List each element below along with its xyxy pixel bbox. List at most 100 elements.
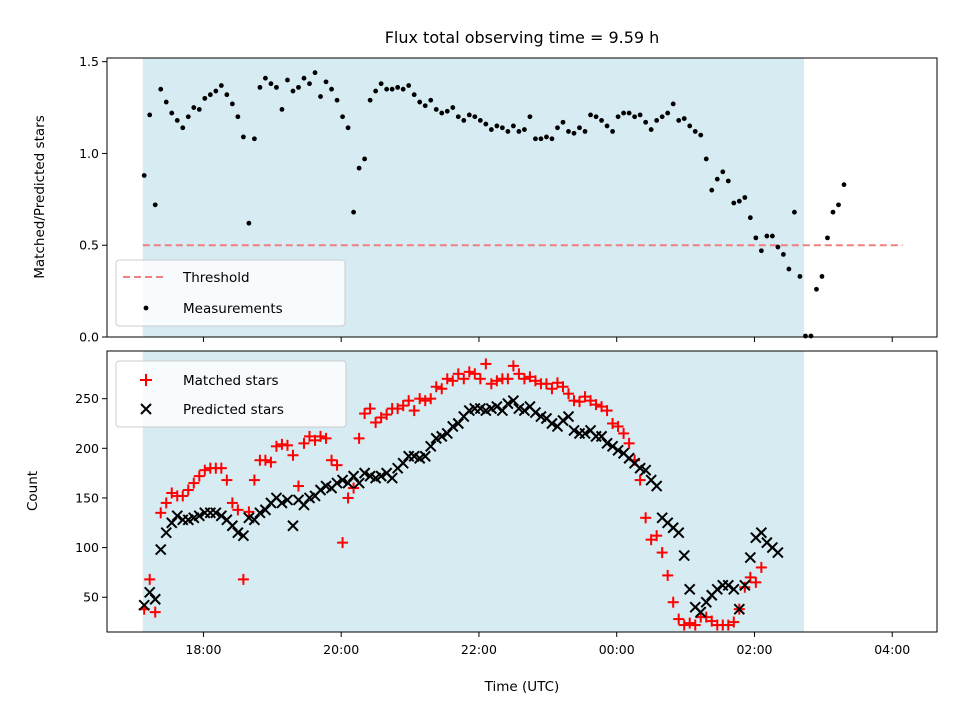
measurement-point <box>384 86 390 92</box>
measurement-point <box>433 106 439 112</box>
predicted-star-point <box>259 504 272 516</box>
top-panel: 0.0 0.5 1.0 1.5 Flux total observing time =… <box>32 28 938 345</box>
top-y-axis-label: Matched/Predicted stars <box>32 115 48 278</box>
predicted-star-point <box>436 430 448 443</box>
predicted-star-point <box>419 450 431 462</box>
measurement-point <box>604 123 610 129</box>
matched-star-point <box>579 391 591 403</box>
predicted-star-point <box>155 543 167 556</box>
measurement-point <box>819 274 825 279</box>
predicted-star-point <box>386 472 398 484</box>
predicted-star-point <box>397 457 409 469</box>
matched-star-point <box>513 368 525 380</box>
matched-star-point <box>419 395 431 407</box>
matched-star-point <box>755 561 767 573</box>
matched-star-point <box>458 373 470 385</box>
matched-star-point <box>199 464 211 476</box>
measurement-point <box>345 125 351 131</box>
measurement-point <box>290 88 296 94</box>
predicted-star-point <box>722 579 735 592</box>
measurement-point <box>742 195 748 200</box>
measurement-point <box>334 97 340 103</box>
predicted-star-point <box>226 520 239 532</box>
matched-star-point <box>397 400 409 412</box>
measurement-point <box>191 105 197 110</box>
measurement-point <box>356 165 362 171</box>
predicted-star-point <box>639 464 652 476</box>
matched-star-point <box>722 619 734 631</box>
matched-star-point <box>160 497 172 509</box>
measurement-point <box>830 209 836 215</box>
matched-star-point <box>166 487 178 499</box>
measurement-point <box>637 112 643 118</box>
matched-star-point <box>596 401 608 413</box>
predicted-star-point <box>711 583 723 596</box>
measurement-point <box>709 187 715 193</box>
matched-star-point <box>309 434 321 446</box>
bottom-x-tick-label: 04:00 <box>874 642 910 657</box>
measurement-point <box>582 129 588 134</box>
measurement-point <box>312 70 318 76</box>
measurement-point <box>477 118 483 123</box>
matched-star-point <box>414 393 426 405</box>
predicted-star-point <box>447 420 459 433</box>
predicted-star-point <box>254 507 266 519</box>
matched-star-point <box>226 497 238 509</box>
matched-star-point <box>750 576 762 588</box>
predicted-star-point <box>331 477 343 489</box>
predicted-star-point <box>744 551 757 564</box>
matched-star-point <box>149 606 161 618</box>
matched-star-point <box>678 619 690 631</box>
measurement-point <box>516 129 522 134</box>
measurement-point <box>703 156 709 162</box>
matched-star-point <box>430 381 442 393</box>
predicted-star-point <box>248 514 261 526</box>
matched-star-point <box>612 420 624 432</box>
legend-matched-label: Matched stars <box>183 373 279 389</box>
measurement-point <box>483 121 489 127</box>
top-y-tick-label: 1.0 <box>79 146 99 161</box>
legend-predicted-swatch <box>140 403 152 415</box>
predicted-star-point <box>298 499 310 511</box>
matched-star-point <box>408 405 420 417</box>
measurement-point <box>472 114 478 120</box>
predicted-star-point <box>232 526 244 539</box>
legend-matched-swatch <box>140 374 152 386</box>
matched-star-point <box>155 507 167 519</box>
top-plot-frame <box>106 57 938 338</box>
measurement-point <box>615 114 621 120</box>
matched-star-point <box>739 581 751 593</box>
measurement-point <box>158 86 164 92</box>
measurement-point <box>488 127 494 132</box>
matched-star-point <box>689 619 701 631</box>
predicted-star-point <box>215 510 228 522</box>
predicted-star-point <box>507 394 520 407</box>
matched-star-point <box>518 373 530 385</box>
predicted-star-point <box>601 437 613 450</box>
measurement-point <box>180 125 186 131</box>
measurement-point <box>659 114 665 120</box>
measurement-point <box>698 132 704 138</box>
predicted-star-point <box>353 477 365 489</box>
measurement-point <box>389 86 395 92</box>
bottom-legend-box <box>115 360 347 428</box>
bottom-y-tick-label: 200 <box>75 441 99 456</box>
predicted-star-point <box>452 417 464 430</box>
matched-star-point <box>728 616 740 628</box>
matched-star-point <box>700 611 712 623</box>
measurement-point <box>279 106 285 112</box>
predicted-star-point <box>733 603 746 615</box>
matched-star-point <box>623 437 635 449</box>
measurement-point <box>455 114 461 120</box>
matched-star-point <box>618 427 630 439</box>
matched-star-point <box>540 378 552 390</box>
measurement-point <box>163 99 169 105</box>
measurement-point <box>301 75 307 81</box>
measurement-point <box>786 266 792 272</box>
predicted-star-point <box>314 484 327 496</box>
matched-star-point <box>667 596 679 608</box>
legend-threshold-label: Threshold <box>182 270 250 286</box>
measurement-point <box>505 129 511 134</box>
top-y-tick-label: 1.5 <box>79 54 99 69</box>
measurement-point <box>692 129 698 134</box>
